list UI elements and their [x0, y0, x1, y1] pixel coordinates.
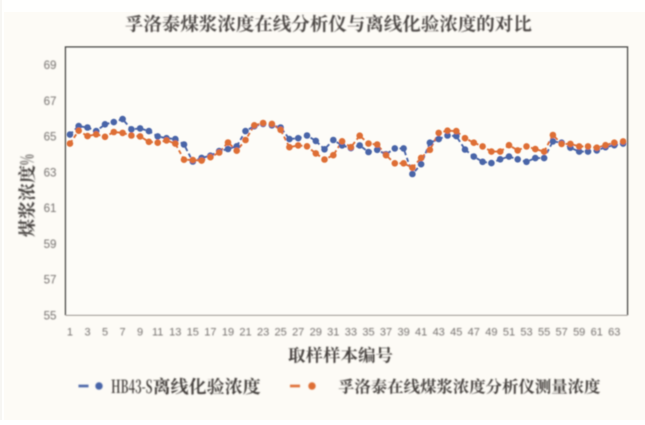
svg-text:3: 3 — [84, 327, 90, 339]
svg-text:55: 55 — [538, 327, 550, 339]
svg-text:39: 39 — [397, 327, 409, 339]
svg-text:35: 35 — [362, 327, 374, 339]
svg-text:41: 41 — [415, 327, 427, 339]
svg-text:45: 45 — [450, 327, 462, 339]
svg-text:25: 25 — [274, 327, 286, 339]
svg-text:31: 31 — [327, 327, 339, 339]
svg-text:17: 17 — [204, 327, 216, 339]
svg-text:57: 57 — [555, 327, 567, 339]
svg-text:63: 63 — [608, 327, 620, 339]
svg-text:5: 5 — [102, 327, 108, 339]
svg-text:13: 13 — [169, 327, 181, 339]
svg-text:37: 37 — [380, 327, 392, 339]
svg-text:65: 65 — [44, 131, 57, 144]
svg-text:47: 47 — [468, 327, 480, 339]
svg-text:23: 23 — [257, 327, 269, 339]
svg-text:59: 59 — [573, 327, 585, 339]
svg-text:61: 61 — [44, 202, 57, 215]
svg-text:29: 29 — [310, 327, 322, 339]
svg-text:53: 53 — [520, 327, 532, 339]
svg-text:67: 67 — [44, 95, 57, 108]
svg-text:7: 7 — [120, 327, 126, 339]
svg-text:57: 57 — [44, 274, 57, 287]
svg-text:21: 21 — [239, 327, 251, 339]
svg-text:11: 11 — [152, 327, 163, 339]
svg-text:59: 59 — [44, 238, 57, 251]
svg-text:51: 51 — [503, 327, 515, 339]
svg-text:49: 49 — [485, 327, 497, 339]
svg-text:27: 27 — [292, 327, 304, 339]
svg-text:1: 1 — [67, 327, 73, 339]
svg-text:69: 69 — [44, 59, 57, 72]
svg-text:43: 43 — [433, 327, 445, 339]
svg-text:19: 19 — [222, 327, 234, 339]
svg-text:61: 61 — [591, 327, 603, 339]
svg-text:15: 15 — [187, 327, 199, 339]
svg-text:55: 55 — [44, 309, 57, 322]
svg-text:33: 33 — [345, 327, 357, 339]
svg-text:63: 63 — [44, 166, 57, 179]
svg-text:9: 9 — [137, 327, 143, 339]
